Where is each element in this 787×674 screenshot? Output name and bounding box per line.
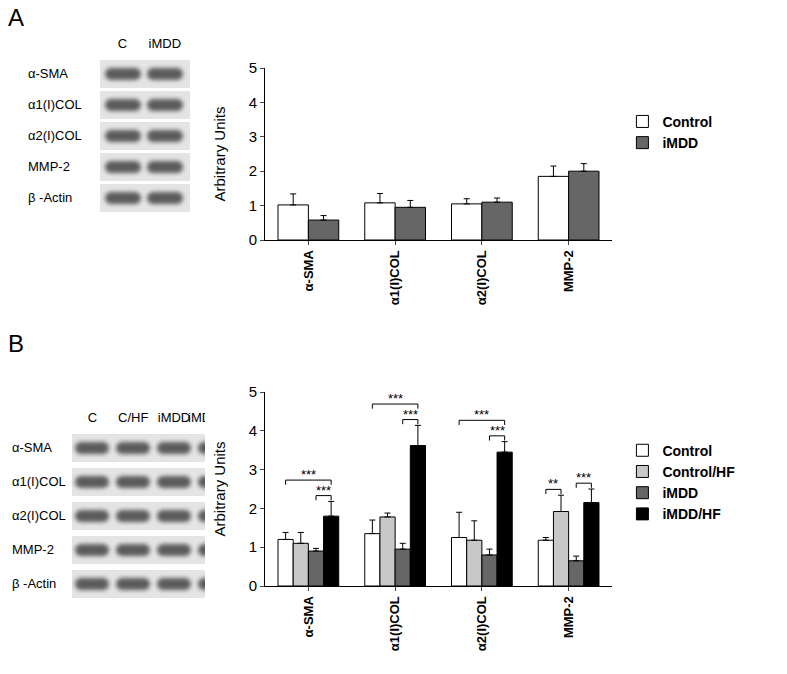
svg-text:Control/HF: Control/HF: [662, 464, 735, 480]
svg-text:α1(I)COL: α1(I)COL: [387, 250, 402, 305]
html-text:B: B: [8, 330, 24, 357]
html-text:C: C: [117, 36, 128, 51]
svg-text:Arbitrary Units: Arbitrary Units: [211, 106, 228, 201]
svg-text:0: 0: [249, 577, 257, 594]
html-text:iMDD/HF: iMDD/HF: [188, 410, 242, 425]
html-text:α2(I)COL: α2(I)COL: [12, 508, 66, 523]
svg-text:5: 5: [249, 383, 257, 400]
svg-text:2: 2: [249, 500, 257, 517]
svg-text:5: 5: [249, 59, 257, 76]
svg-text:***: ***: [388, 391, 403, 406]
html-text:A: A: [8, 4, 24, 31]
svg-text:***: ***: [576, 470, 591, 485]
html-text:iMDD: iMDD: [148, 36, 181, 51]
svg-text:Control: Control: [662, 114, 712, 130]
svg-text:***: ***: [490, 423, 505, 438]
html-text:iMDD: iMDD: [157, 410, 191, 425]
svg-text:iMDD/HF: iMDD/HF: [662, 506, 721, 522]
html-text:α-SMA: α-SMA: [28, 66, 68, 81]
svg-text:Control: Control: [662, 443, 712, 459]
html-text:α2(I)COL: α2(I)COL: [28, 128, 82, 143]
svg-text:***: ***: [301, 467, 316, 482]
html-text:α1(I)COL: α1(I)COL: [12, 474, 66, 489]
svg-text:2: 2: [249, 162, 257, 179]
svg-text:3: 3: [249, 461, 257, 478]
svg-text:α2(I)COL: α2(I)COL: [474, 596, 489, 651]
svg-text:0: 0: [249, 231, 257, 248]
html-text:C: C: [87, 410, 98, 425]
svg-text:α-SMA: α-SMA: [301, 596, 316, 638]
html-text:C/HF: C/HF: [118, 410, 149, 425]
svg-text:Arbitrary Units: Arbitrary Units: [211, 441, 228, 536]
svg-text:***: ***: [403, 407, 418, 422]
svg-text:α1(I)COL: α1(I)COL: [387, 596, 402, 651]
svg-text:MMP-2: MMP-2: [561, 250, 576, 292]
svg-text:α2(I)COL: α2(I)COL: [474, 250, 489, 305]
svg-text:iMDD: iMDD: [662, 135, 698, 151]
html-text:α1(I)COL: α1(I)COL: [28, 97, 82, 112]
svg-text:3: 3: [249, 128, 257, 145]
svg-text:α-SMA: α-SMA: [301, 250, 316, 292]
svg-text:4: 4: [249, 422, 257, 439]
svg-text:4: 4: [249, 94, 257, 111]
svg-text:**: **: [548, 476, 558, 491]
svg-text:iMDD: iMDD: [662, 485, 698, 501]
svg-text:1: 1: [249, 538, 257, 555]
svg-text:MMP-2: MMP-2: [561, 596, 576, 638]
html-text:MMP-2: MMP-2: [28, 159, 70, 174]
svg-text:***: ***: [474, 407, 489, 422]
html-text:β -Actin: β -Actin: [12, 576, 57, 591]
html-text:MMP-2: MMP-2: [12, 542, 54, 557]
svg-text:1: 1: [249, 197, 257, 214]
html-text:β -Actin: β -Actin: [28, 190, 73, 205]
html-text:α-SMA: α-SMA: [12, 440, 52, 455]
svg-text:***: ***: [316, 483, 331, 498]
